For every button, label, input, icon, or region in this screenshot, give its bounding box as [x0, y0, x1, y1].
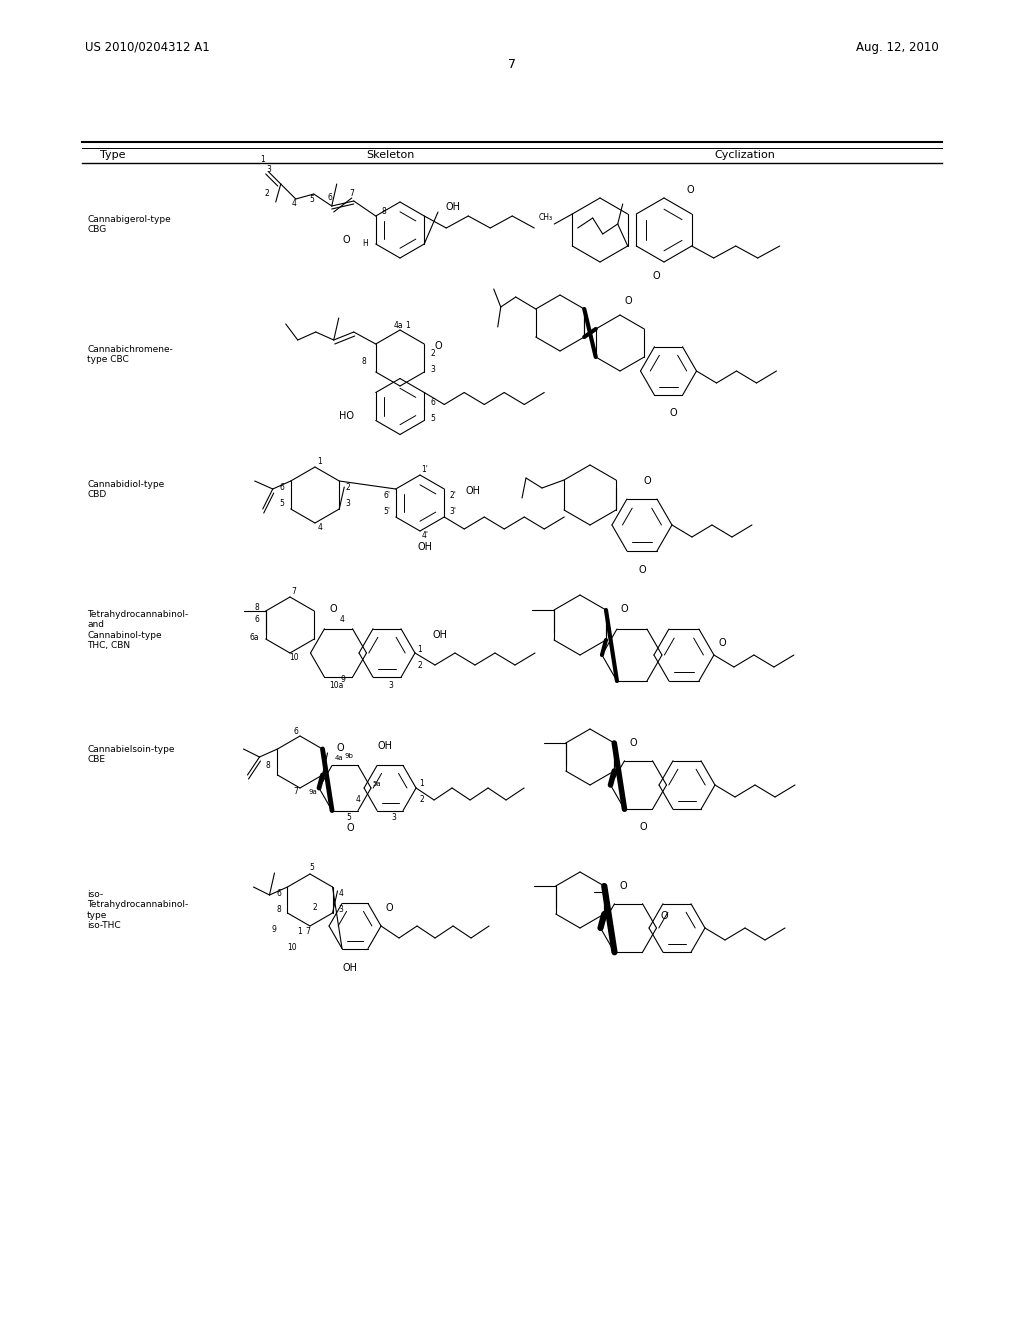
Text: 3: 3: [430, 366, 435, 375]
Text: O: O: [620, 880, 628, 891]
Text: H: H: [362, 239, 368, 248]
Text: 5: 5: [309, 195, 314, 205]
Text: 2: 2: [312, 903, 317, 912]
Text: 5: 5: [346, 813, 351, 822]
Text: 4a: 4a: [335, 755, 343, 762]
Text: O: O: [630, 738, 637, 748]
Text: 3': 3': [450, 507, 457, 516]
Text: OH: OH: [433, 630, 447, 640]
Text: OH: OH: [446, 202, 461, 213]
Text: 2: 2: [346, 483, 350, 491]
Text: 2': 2': [450, 491, 457, 499]
Text: Tetrahydrocannabinol-
and
Cannabinol-type
THC, CBN: Tetrahydrocannabinol- and Cannabinol-typ…: [87, 610, 188, 651]
Text: 4: 4: [317, 524, 323, 532]
Text: Cannabigerol-type
CBG: Cannabigerol-type CBG: [87, 215, 171, 235]
Text: OH: OH: [343, 964, 357, 973]
Text: 3: 3: [345, 499, 350, 507]
Text: 10: 10: [287, 944, 297, 953]
Text: 3: 3: [388, 681, 393, 690]
Text: O: O: [385, 903, 393, 913]
Text: 3: 3: [339, 906, 343, 915]
Text: 5a: 5a: [373, 781, 381, 787]
Text: 4a: 4a: [393, 322, 402, 330]
Text: O: O: [346, 822, 354, 833]
Text: 1: 1: [418, 644, 422, 653]
Text: 6: 6: [328, 194, 332, 202]
Text: 1: 1: [260, 156, 265, 165]
Text: 7: 7: [349, 189, 354, 198]
Text: 8: 8: [276, 906, 282, 915]
Text: O: O: [686, 185, 694, 195]
Text: 10: 10: [289, 653, 299, 663]
Text: OH: OH: [466, 486, 481, 496]
Text: O: O: [336, 743, 344, 752]
Text: 4: 4: [339, 890, 343, 899]
Text: O: O: [652, 271, 659, 281]
Text: 5: 5: [430, 414, 435, 422]
Text: OH: OH: [418, 543, 432, 552]
Text: 4: 4: [291, 198, 296, 207]
Text: 8: 8: [381, 207, 386, 216]
Text: 6: 6: [255, 615, 259, 623]
Text: US 2010/0204312 A1: US 2010/0204312 A1: [85, 41, 210, 54]
Text: 9: 9: [340, 675, 345, 684]
Text: 4: 4: [355, 796, 360, 804]
Text: 2: 2: [418, 660, 422, 669]
Text: Cannabielsoin-type
CBE: Cannabielsoin-type CBE: [87, 744, 174, 764]
Text: O: O: [660, 911, 669, 921]
Text: 6: 6: [276, 890, 282, 899]
Text: O: O: [640, 822, 647, 832]
Text: 10a: 10a: [330, 681, 344, 690]
Text: 8: 8: [361, 358, 367, 367]
Text: 6: 6: [294, 727, 298, 737]
Text: 9b: 9b: [345, 752, 353, 759]
Text: 4: 4: [340, 615, 345, 624]
Text: Cyclization: Cyclization: [715, 150, 775, 160]
Text: 6': 6': [384, 491, 390, 499]
Text: 7: 7: [305, 928, 310, 936]
Text: O: O: [643, 477, 651, 486]
Text: HO: HO: [339, 412, 354, 421]
Text: 5: 5: [309, 863, 314, 873]
Text: O: O: [434, 341, 441, 351]
Text: 8: 8: [265, 762, 270, 771]
Text: 9a: 9a: [308, 789, 317, 795]
Text: 7: 7: [292, 587, 296, 597]
Text: 7: 7: [508, 58, 516, 71]
Text: 6a: 6a: [249, 632, 259, 642]
Text: O: O: [718, 638, 726, 648]
Text: O: O: [670, 408, 677, 418]
Text: 1: 1: [298, 928, 302, 936]
Text: 7: 7: [294, 788, 298, 796]
Text: O: O: [621, 605, 628, 614]
Text: 9: 9: [271, 925, 276, 935]
Text: 2: 2: [420, 796, 424, 804]
Text: 1: 1: [317, 457, 323, 466]
Text: Cannabidiol-type
CBD: Cannabidiol-type CBD: [87, 480, 164, 499]
Text: O: O: [638, 565, 646, 576]
Text: CH₃: CH₃: [539, 214, 553, 223]
Text: 3: 3: [391, 813, 396, 822]
Text: 4': 4': [422, 532, 428, 540]
Text: 6: 6: [280, 483, 285, 491]
Text: OH: OH: [378, 741, 392, 751]
Text: O: O: [625, 296, 632, 306]
Text: O: O: [342, 235, 350, 246]
Text: Aug. 12, 2010: Aug. 12, 2010: [856, 41, 939, 54]
Text: Cannabichromene-
type CBC: Cannabichromene- type CBC: [87, 345, 173, 364]
Text: 5': 5': [384, 507, 390, 516]
Text: Skeleton: Skeleton: [366, 150, 414, 160]
Text: 1: 1: [406, 322, 411, 330]
Text: 3: 3: [266, 165, 271, 173]
Text: 6: 6: [430, 399, 435, 407]
Text: 5: 5: [280, 499, 285, 507]
Text: 1': 1': [422, 466, 428, 474]
Text: 1: 1: [420, 780, 424, 788]
Text: O: O: [330, 605, 337, 614]
Text: iso-
Tetrahydrocannabinol-
type
iso-THC: iso- Tetrahydrocannabinol- type iso-THC: [87, 890, 188, 931]
Text: 2: 2: [431, 350, 435, 359]
Text: 8: 8: [255, 602, 259, 611]
Text: 2: 2: [264, 190, 269, 198]
Text: Type: Type: [100, 150, 126, 160]
